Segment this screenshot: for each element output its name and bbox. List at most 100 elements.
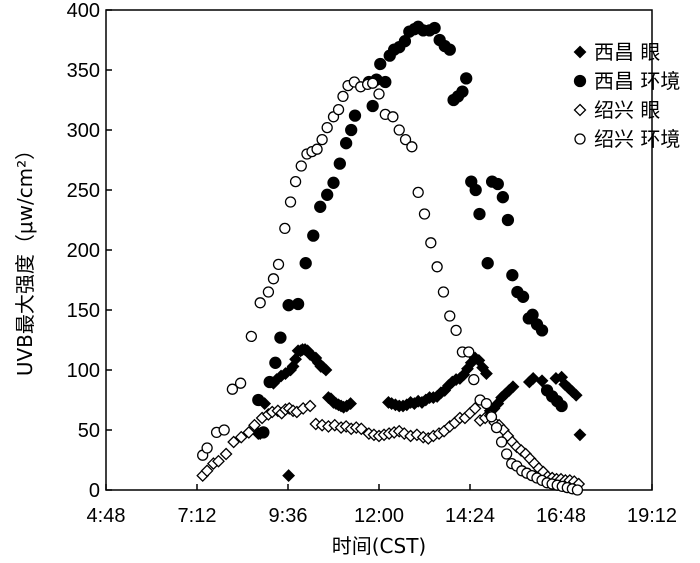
data-point [274,331,287,344]
x-tick-label: 4:48 [87,505,126,527]
data-point [344,397,357,411]
y-tick-label: 0 [89,480,100,502]
y-tick-label: 400 [67,0,100,22]
data-point [291,297,305,311]
legend-label: 绍兴 环境 [594,127,680,151]
data-point [555,399,568,413]
data-point [321,188,334,201]
x-tick-label: 16:48 [536,505,586,527]
data-point [444,310,456,322]
data-point [473,207,486,221]
data-point [501,213,515,227]
data-point [248,418,261,432]
data-point [327,176,340,189]
data-point [299,257,312,270]
data-point [314,200,327,213]
data-point [485,411,498,423]
data-point [571,484,584,496]
data-point [328,418,342,432]
data-point [367,77,379,89]
legend-marker [573,45,587,59]
data-point [319,363,333,377]
data-point [469,183,482,197]
data-point [354,422,368,436]
x-axis-title: 时间(CST) [332,534,426,558]
data-point [245,330,257,343]
data-point [460,72,473,85]
data-point [337,90,349,103]
data-point [242,425,256,439]
data-point [506,380,520,394]
data-point [468,373,480,386]
data-point [490,421,503,434]
data-point [321,121,333,134]
data-point [257,426,270,439]
data-point [295,160,307,172]
data-point [348,109,362,122]
data-point [431,261,443,273]
y-tick-label: 50 [78,420,100,442]
data-point [516,290,530,303]
data-point [412,186,424,199]
data-point [289,175,302,188]
data-point [397,427,411,441]
legend-label: 西昌 眼 [594,40,660,64]
data-point [279,222,291,235]
series-1 [252,20,568,439]
data-point [332,103,345,116]
x-axis: 4:48 7:12 9:36 12:00 14:24 16:48 19:12 [87,484,677,527]
data-point [456,85,469,98]
data-point [425,237,437,249]
x-tick-label: 9:36 [269,505,308,527]
data-point [437,286,450,298]
series-3 [197,76,584,496]
data-point [480,397,493,410]
data-point [345,123,358,137]
y-tick-label: 300 [67,120,100,142]
data-point [263,375,276,389]
data-point [227,435,241,449]
data-point [399,133,412,146]
y-tick-label: 100 [67,360,100,382]
data-point [282,469,296,483]
data-point [450,324,462,337]
data-point [374,57,387,71]
data-point [254,297,266,309]
legend-label: 西昌 环境 [594,69,680,93]
data-point [535,374,549,388]
data-point [535,324,549,337]
data-point [491,177,504,191]
data-point [379,75,392,89]
data-point [303,399,317,413]
x-tick-label: 19:12 [627,505,677,527]
data-point [443,43,456,56]
data-point [212,454,225,468]
data-point [252,393,265,407]
data-point [501,448,513,460]
data-point [226,383,239,395]
legend-marker [574,133,586,145]
data-point [284,196,297,208]
data-point [463,346,475,358]
data-point [219,447,233,461]
data-point [311,143,323,155]
data-point [316,133,328,146]
y-axis-title: UVB最大强度（μw/cm²） [13,140,37,376]
data-point [269,356,282,369]
data-point [200,464,214,478]
y-axis: 0 50 100 150 200 250 300 350 400 [67,0,112,502]
data-point [262,286,275,298]
data-point [480,367,493,381]
x-tick-label: 12:00 [354,505,404,527]
data-point [393,124,405,136]
y-tick-label: 350 [67,60,100,82]
data-point [272,258,285,271]
data-point [428,21,441,35]
data-point [373,88,385,100]
data-point [333,157,346,170]
data-point [418,208,431,220]
data-point [573,428,587,442]
data-point [468,401,482,415]
